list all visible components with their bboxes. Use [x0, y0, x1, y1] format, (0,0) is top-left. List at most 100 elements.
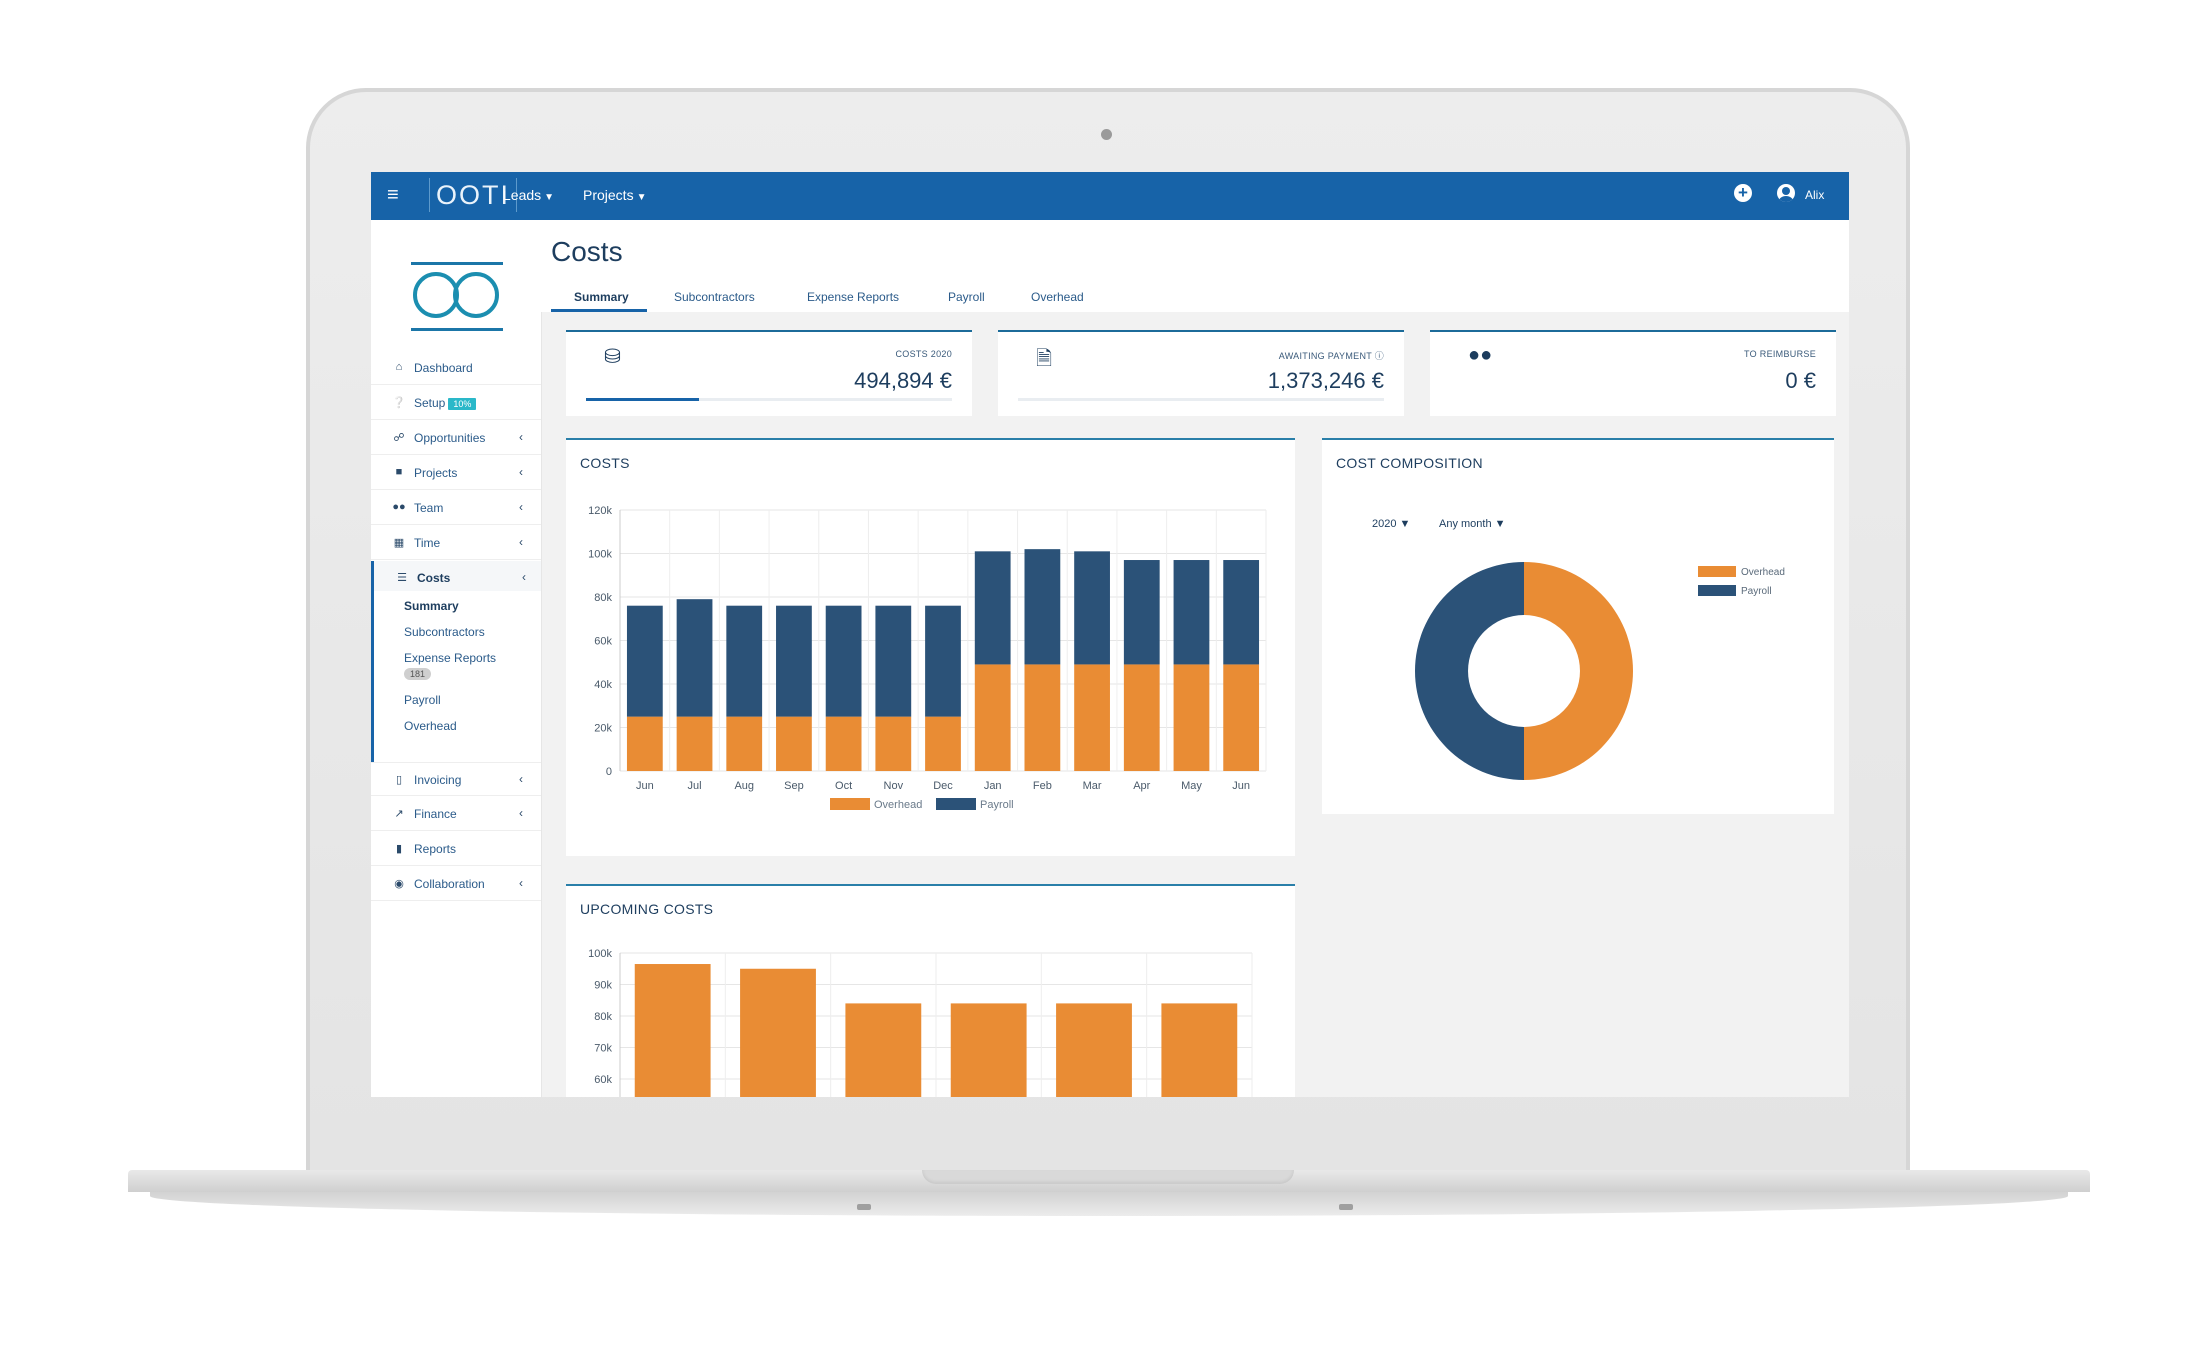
legend-label-overhead: Overhead	[874, 799, 922, 811]
legend-label-payroll: Payroll	[980, 799, 1014, 811]
sidebar-item-finance[interactable]: ↗ Finance ‹	[371, 797, 541, 831]
sidebar-item-dashboard[interactable]: ⌂ Dashboard	[371, 351, 541, 385]
bar-payroll	[1173, 560, 1210, 665]
chevron-left-icon: ‹	[519, 465, 523, 479]
upcoming-bar	[634, 964, 711, 1097]
y-tick-label: 80k	[594, 1011, 612, 1023]
logo-line-bottom	[411, 328, 503, 331]
comments-icon: ◉	[394, 878, 404, 890]
kpi-progress-fill	[586, 398, 700, 401]
bar-overhead	[1074, 664, 1110, 771]
sidebar-item-label: Reports	[414, 842, 457, 856]
nav-leads[interactable]: Leads ▼	[503, 187, 554, 203]
sidebar-sub-payroll[interactable]: Payroll	[404, 693, 441, 707]
x-tick-label: Aug	[734, 780, 754, 792]
month-select[interactable]: Any month ▼	[1439, 518, 1506, 530]
x-tick-label: Dec	[933, 780, 953, 792]
sidebar-item-projects[interactable]: ■ Projects ‹	[371, 456, 541, 490]
brand-logo[interactable]: OOTI	[429, 178, 517, 212]
bar-payroll	[726, 605, 763, 717]
upcoming-bar	[1056, 1003, 1132, 1097]
kpi-progress-track	[586, 398, 952, 401]
bar-overhead	[1223, 664, 1260, 771]
sidebar-item-label: Setup 10%	[414, 396, 477, 410]
year-select[interactable]: 2020 ▼	[1372, 518, 1410, 530]
sidebar-item-reports[interactable]: ▮ Reports	[371, 832, 541, 866]
donut-slice-payroll	[1415, 562, 1524, 780]
bar-payroll	[1123, 560, 1160, 665]
tab-summary[interactable]: Summary	[574, 290, 629, 304]
sidebar-item-label: Team	[414, 501, 444, 515]
bar-payroll	[776, 605, 812, 717]
y-tick-label: 80k	[594, 592, 612, 604]
kpi-progress-track	[1018, 398, 1384, 401]
logo-line-top	[411, 262, 503, 265]
setup-progress-badge: 10%	[448, 398, 477, 410]
costs-bar-chart: 0 20k 40k 60k 80k 100k 120k Jun Jul Aug Sep Oct Nov D…	[588, 505, 1267, 811]
month-select-value: Any month	[1439, 518, 1492, 530]
sidebar-item-costs[interactable]: ☰ Costs ‹	[371, 561, 541, 591]
sidebar-item-opportunities[interactable]: ☍ Opportunities ‹	[371, 421, 541, 455]
kpi-value: 0 €	[1785, 368, 1816, 393]
sidebar-item-invoicing[interactable]: ▯ Invoicing ‹	[371, 762, 541, 796]
laptop-foot-right	[1339, 1204, 1353, 1210]
kpi-to-reimburse: ●● TO REIMBURSE 0 €	[1430, 330, 1836, 416]
kpi-value: 1,373,246 €	[1267, 368, 1384, 393]
sidebar-item-label: Dashboard	[414, 361, 473, 375]
bar-payroll	[925, 605, 961, 717]
y-tick-label: 20k	[594, 723, 612, 735]
chevron-down-icon: ▼	[1494, 518, 1506, 530]
sidebar-sub-overhead[interactable]: Overhead	[404, 719, 457, 733]
sidebar-sub-subcontractors[interactable]: Subcontractors	[404, 625, 485, 639]
chevron-left-icon: ‹	[519, 772, 523, 786]
user-avatar-icon[interactable]	[1777, 184, 1795, 202]
bar-overhead	[776, 716, 812, 771]
x-tick-label: Apr	[1133, 780, 1150, 792]
bar-overhead	[676, 716, 713, 771]
sidebar-sub-expense-reports[interactable]: Expense Reports	[404, 651, 497, 665]
add-icon[interactable]: +	[1734, 184, 1752, 202]
y-tick-label: 60k	[594, 636, 612, 648]
menu-icon[interactable]: ≡	[387, 184, 399, 206]
kpi-label: COSTS 2020	[895, 349, 952, 359]
nav-projects[interactable]: Projects ▼	[583, 187, 646, 203]
tab-subcontractors[interactable]: Subcontractors	[674, 290, 755, 304]
tab-overhead[interactable]: Overhead	[1031, 290, 1084, 304]
chevron-down-icon: ▼	[1399, 518, 1411, 530]
upcoming-costs-panel: UPCOMING COSTS 100k 90k 80k 70k 60k	[566, 884, 1295, 1097]
laptop-foot-left	[857, 1204, 871, 1210]
kpi-awaiting-payment: 🗎 AWAITING PAYMENT ⓘ 1,373,246 €	[998, 330, 1404, 416]
cost-composition-panel: COST COMPOSITION 2020 ▼ Any month ▼ Over…	[1322, 438, 1834, 814]
x-tick-label: Oct	[835, 780, 852, 792]
sidebar-item-collaboration[interactable]: ◉ Collaboration ‹	[371, 867, 541, 901]
chevron-left-icon: ‹	[519, 806, 523, 820]
sidebar-item-team[interactable]: ●● Team ‹	[371, 491, 541, 525]
sidebar-sub-summary[interactable]: Summary	[404, 599, 459, 613]
bar-payroll	[676, 599, 713, 717]
year-select-value: 2020	[1372, 518, 1397, 530]
info-icon[interactable]: ⓘ	[1374, 351, 1384, 361]
coins-icon: ☰	[397, 572, 407, 584]
question-icon: ❔	[392, 397, 406, 409]
bar-overhead	[875, 716, 912, 771]
chevron-left-icon: ‹	[519, 500, 523, 514]
tab-expense-reports[interactable]: Expense Reports	[807, 290, 900, 304]
users-icon: ●●	[392, 501, 406, 513]
bar-payroll	[1223, 560, 1260, 665]
sidebar-item-time[interactable]: ▦ Time ‹	[371, 526, 541, 560]
x-tick-label: Nov	[884, 780, 904, 792]
x-tick-label: Feb	[1033, 780, 1052, 792]
company-logo	[411, 262, 503, 332]
user-name[interactable]: Alix	[1805, 188, 1825, 202]
bar-overhead	[925, 716, 961, 771]
sidebar-item-label: Collaboration	[414, 877, 485, 891]
sidebar-item-setup[interactable]: ❔ Setup 10%	[371, 386, 541, 420]
bar-payroll	[626, 605, 663, 717]
page-header	[541, 220, 1849, 312]
donut-slice-overhead	[1524, 562, 1633, 780]
legend-label-payroll: Payroll	[1741, 586, 1772, 597]
cost-composition-donut: Overhead Payroll	[1415, 562, 1785, 780]
legend-swatch-overhead	[830, 798, 870, 810]
tab-payroll[interactable]: Payroll	[948, 290, 985, 304]
bar-overhead	[825, 716, 862, 771]
